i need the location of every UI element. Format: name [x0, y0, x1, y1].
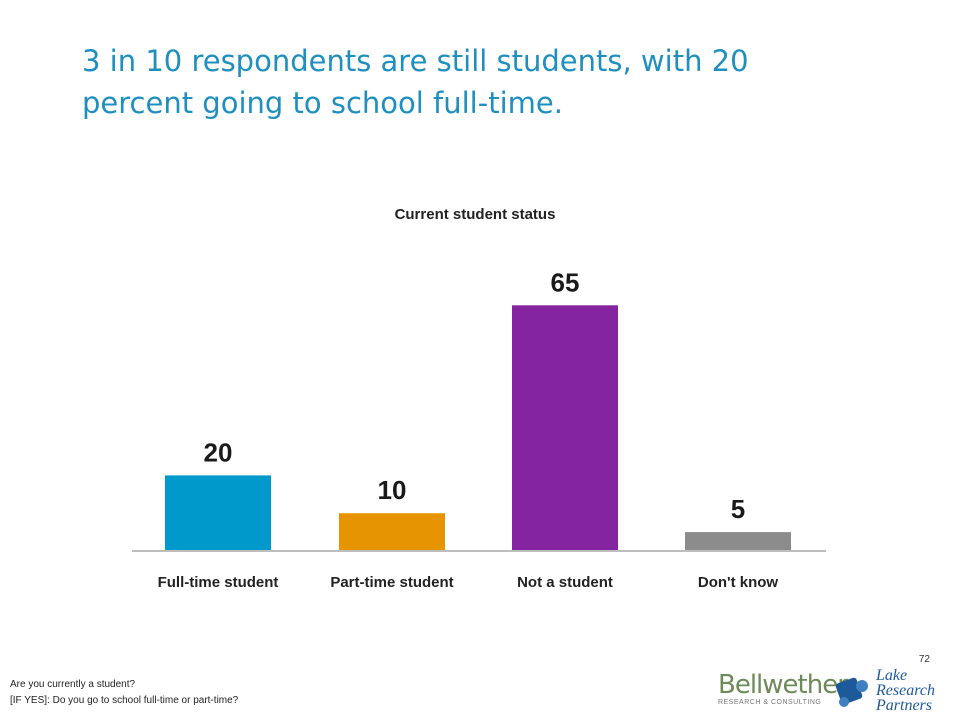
- bar-0: [165, 475, 271, 551]
- lake-research-text: Lake Research Partners: [876, 667, 935, 714]
- question-line-2: [IF YES]: Do you go to school full-time …: [10, 695, 239, 706]
- question-line-1: Are you currently a student?: [10, 679, 136, 690]
- data-label-2: 65: [551, 267, 580, 297]
- bellwether-logo-subtitle: RESEARCH & CONSULTING: [718, 699, 822, 706]
- data-label-0: 20: [204, 437, 233, 467]
- bar-3: [685, 532, 791, 551]
- chart-title: Current student status: [395, 206, 556, 223]
- x-tick-label-1: Part-time student: [330, 574, 453, 591]
- bar-1: [339, 513, 445, 551]
- lake-line-2: Research: [876, 682, 935, 699]
- puzzle-icon: [835, 677, 868, 707]
- bellwether-logo: Bellwether RESEARCH & CONSULTING: [718, 670, 848, 707]
- data-label-1: 10: [378, 475, 407, 505]
- lake-line-1: Lake: [876, 667, 908, 684]
- bar-2: [512, 305, 618, 551]
- x-tick-label-2: Not a student: [517, 574, 613, 591]
- bellwether-logo-name: Bellwether: [718, 670, 848, 700]
- x-tick-label-0: Full-time student: [158, 574, 279, 591]
- page-title: 3 in 10 respondents are still students, …: [82, 44, 749, 120]
- bar-group: 20 Full-time student 10 Part-time student 65…: [158, 267, 791, 591]
- survey-question: Are you currently a student? [IF YES]: D…: [10, 677, 238, 709]
- data-label-3: 5: [731, 494, 745, 524]
- page-number: 72: [918, 654, 930, 665]
- lake-line-3: Partners: [876, 697, 932, 714]
- lake-research-logo: Lake Research Partners: [832, 668, 952, 716]
- x-tick-label-3: Don't know: [698, 574, 779, 591]
